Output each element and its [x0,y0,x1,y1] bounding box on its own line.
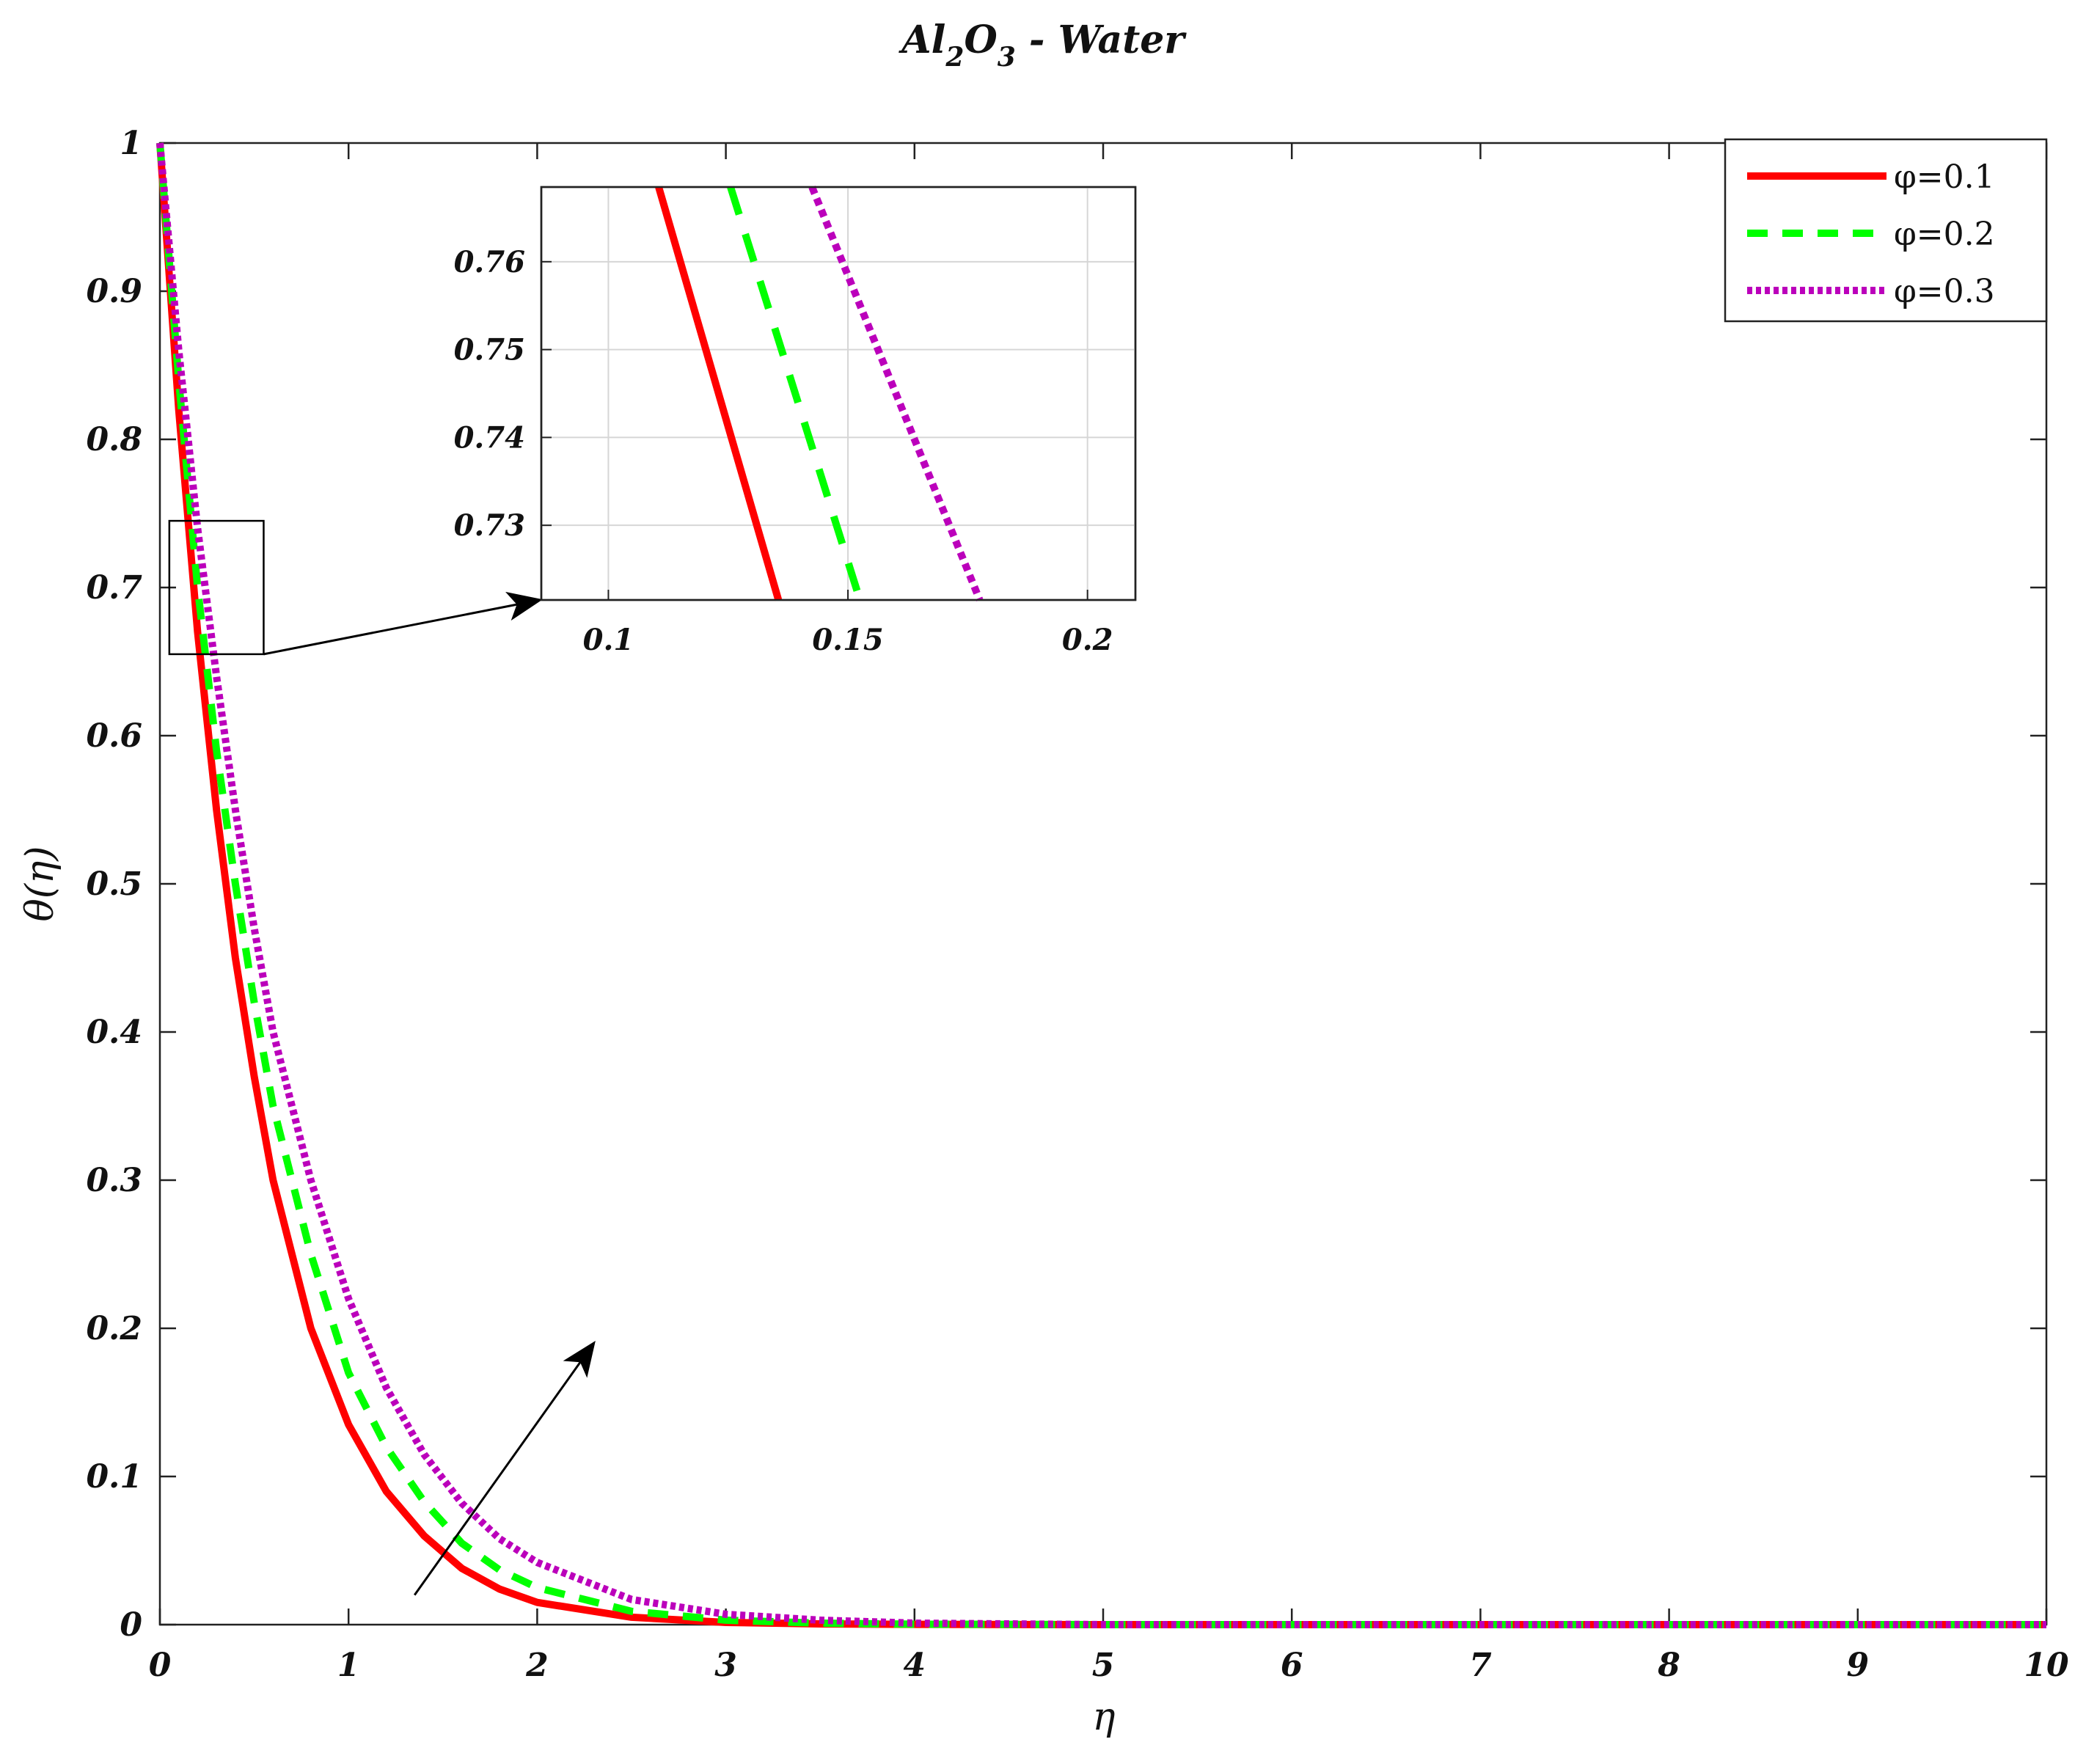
x-tick-label: 4 [903,1647,926,1684]
main-series [156,142,2046,1628]
inset-y-tick-label: 0.75 [454,333,525,367]
chart-title: Al2O3 - Water [898,18,1187,73]
legend: φ=0.1 φ=0.2 φ=0.3 [1724,138,2048,323]
y-tick-label: 0.3 [86,1162,142,1199]
x-tick-label: 10 [2024,1647,2069,1684]
inset-x-tick-label: 0.1 [583,623,634,657]
trend-arrow [413,1340,596,1596]
annotations [168,519,596,1596]
inset-axes: 0.1 0.15 0.2 0.73 0.74 0.75 0.76 [454,186,1137,657]
inset-x-tick-label: 0.15 [812,623,883,657]
x-tick-label: 6 [1281,1647,1303,1684]
y-tick-label: 1 [120,125,142,162]
y-tick-label: 0.9 [86,273,142,310]
series-line-3 [156,142,2046,1628]
x-tick-label: 7 [1469,1647,1492,1684]
title-rest: - Water [1016,18,1187,62]
y-tick-label: 0.4 [86,1014,142,1051]
title-al: Al [898,18,945,62]
x-tick-label: 1 [337,1647,360,1684]
legend-label-2: φ=0.2 [1894,216,1995,253]
y-tick-label: 0.5 [86,865,142,903]
inset-series-line-2 [727,186,864,601]
title-sub-3: 3 [998,42,1016,73]
x-tick-label: 2 [525,1647,549,1684]
y-tick-label: 0.8 [86,421,142,458]
legend-label-1: φ=0.1 [1894,158,1995,196]
x-tick-label: 5 [1092,1647,1115,1684]
y-tick-label: 0.6 [86,717,142,755]
y-tick-label: 0.2 [86,1310,142,1347]
inset-series-line-1 [655,186,783,601]
inset-series-line-3 [808,186,984,601]
inset-y-tick-label: 0.76 [454,245,525,279]
inset-x-tick-label: 0.2 [1062,623,1113,657]
x-tick-label: 3 [714,1647,737,1684]
title-sub-2: 2 [945,42,964,73]
y-tick-label: 0.7 [86,569,142,607]
x-axis-title: η [1092,1695,1115,1739]
inset-y-tick-label: 0.74 [454,420,525,455]
legend-label-3: φ=0.3 [1894,273,1995,310]
y-tick-label: 0.1 [86,1458,142,1496]
zoom-region-box [168,519,265,656]
x-tick-label: 9 [1846,1647,1869,1684]
y-axis-title: θ(η) [18,846,62,921]
x-tick-label: 8 [1657,1647,1680,1684]
legend-box [1724,138,2048,323]
y-tick-label: 0 [120,1606,142,1644]
zoom-connector-arrow [263,591,543,656]
inset-frame-border [540,186,1137,601]
x-tick-label: 0 [149,1647,172,1684]
title-o: O [964,18,997,62]
inset-y-tick-label: 0.73 [454,508,525,543]
